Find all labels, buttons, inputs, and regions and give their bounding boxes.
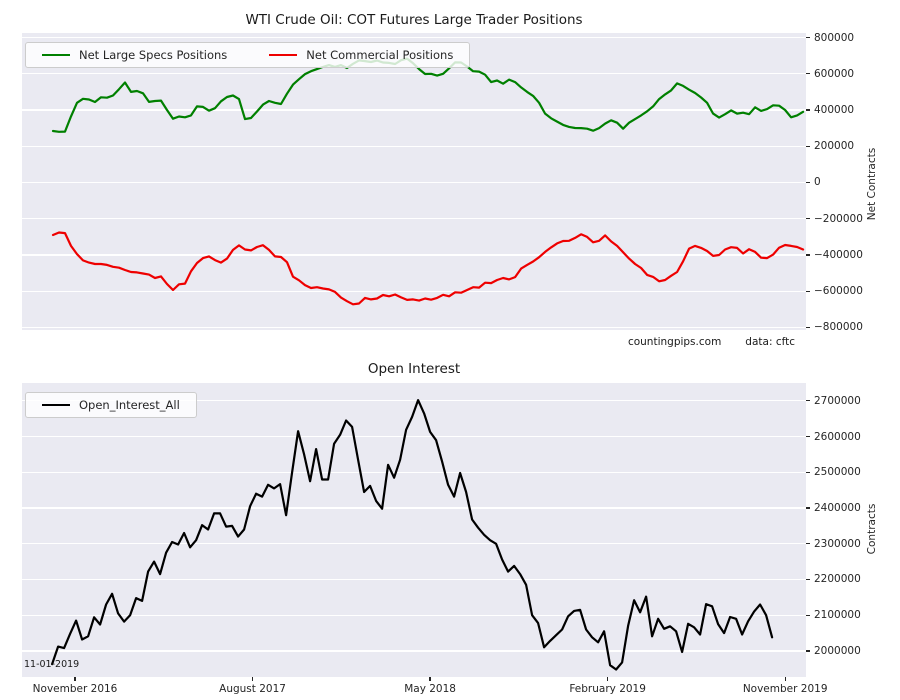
legend-item-net-commercial: Net Commercial Positions [269,48,453,62]
legend-label-open-interest: Open_Interest_All [79,398,180,412]
y-tick-mark [806,507,810,509]
y-gridline [22,36,806,39]
x-tick-label: February 2019 [569,683,646,695]
y-gridline [22,650,806,652]
x-tick-label: May 2018 [404,683,456,695]
open-interest-plot-area [22,383,806,677]
y-tick-label: −200000 [814,212,863,225]
y-tick-mark [806,181,810,184]
legend-item-open-interest: Open_Interest_All [42,398,180,412]
y-gridline [22,254,806,256]
open-interest-all-line [51,399,774,671]
black-line-swatch [42,403,70,407]
net-commercial-positions-line [51,231,805,306]
y-gridline [22,578,806,581]
y-tick-mark [806,543,810,545]
y-tick-mark [806,109,810,111]
y-tick-mark [806,290,810,292]
attribution-source: data: cftc [745,336,795,348]
y-tick-label: 2100000 [814,609,861,622]
y-gridline [22,218,806,220]
attribution-row: countingpips.com data: cftc [628,336,795,348]
x-tick-label: August 2017 [219,683,286,695]
red-line-swatch [269,53,298,57]
y-tick-label: 800000 [814,31,855,44]
positions-lines [51,57,805,306]
positions-chart-title: WTI Crude Oil: COT Futures Large Trader … [245,12,583,28]
x-tick-mark [784,677,786,681]
y-tick-mark [806,73,810,75]
y-gridline [22,181,806,184]
x-tick-mark [251,677,254,681]
y-tick-mark [806,36,810,39]
y-gridline [22,290,806,292]
y-tick-label: 200000 [814,140,855,153]
open-interest-legend: Open_Interest_All [25,392,197,418]
y-tick-mark [806,578,810,581]
y-gridline [22,109,806,111]
y-gridline [22,145,806,147]
y-gridline [22,471,806,473]
y-tick-mark [806,471,810,473]
y-tick-mark [806,435,810,438]
y-gridline [22,73,806,75]
y-tick-label: 2400000 [814,502,861,515]
y-gridline [22,507,806,509]
positions-chart-plot-area [22,33,806,330]
x-tick-label: November 2016 [32,683,118,695]
x-tick-mark [74,677,76,681]
y-tick-mark [806,218,810,220]
y-tick-label: 2200000 [814,573,861,586]
positions-chart-legend: Net Large Specs Positions Net Commercial… [25,42,471,68]
x-tick-mark [429,677,431,681]
y-tick-label: 0 [814,176,821,189]
y-tick-label: 600000 [814,67,855,80]
y-tick-mark [806,145,810,147]
x-tick-label: November 2019 [742,683,828,695]
y-gridline [22,614,806,616]
y-tick-label: 2600000 [814,430,861,443]
legend-item-net-large-specs: Net Large Specs Positions [42,48,227,62]
y-tick-mark [806,614,810,616]
x-tick-mark [607,677,609,681]
y-tick-label: −400000 [814,248,863,261]
y-tick-label: 2500000 [814,466,861,479]
y-tick-mark [806,400,810,402]
y-gridline [22,543,806,545]
y-tick-label: −600000 [814,285,863,298]
attribution-site: countingpips.com [627,336,722,348]
y-tick-mark [806,650,810,652]
y-tick-label: 2300000 [814,537,861,550]
open-interest-lines [51,399,774,671]
y-tick-mark [806,254,810,256]
y-gridline [22,400,806,402]
green-line-swatch [42,53,70,57]
net-large-specs-positions-line [51,57,805,133]
y-tick-label: 2000000 [814,644,861,657]
open-interest-chart-title: Open Interest [367,361,461,377]
open-interest-y-axis-label: Contracts [866,503,878,555]
y-gridline [22,326,806,329]
y-tick-label: −800000 [814,321,863,334]
y-tick-label: 400000 [814,104,855,116]
legend-label-net-large-specs: Net Large Specs Positions [79,48,228,62]
y-tick-label: 2700000 [814,394,861,407]
last-date-annotation: 11-01-2019 [24,659,80,670]
legend-label-net-commercial: Net Commercial Positions [306,48,454,62]
y-tick-mark [806,326,810,329]
y-gridline [22,435,806,438]
positions-chart-y-axis-label: Net Contracts [866,147,878,221]
